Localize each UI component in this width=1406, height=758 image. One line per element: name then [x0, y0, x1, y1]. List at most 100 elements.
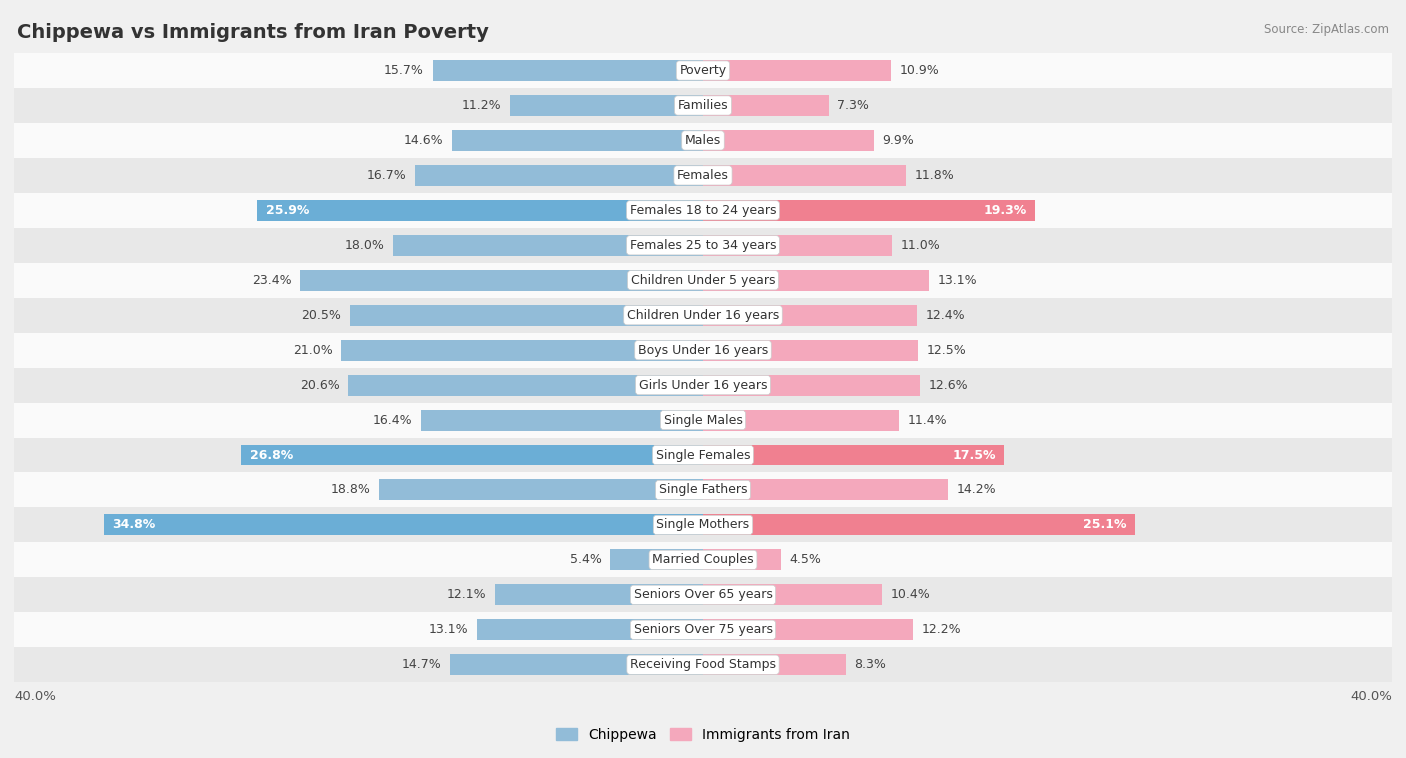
Bar — [350, 305, 703, 326]
Bar — [703, 270, 928, 291]
Text: 17.5%: 17.5% — [952, 449, 995, 462]
Bar — [14, 472, 1392, 507]
Bar — [14, 228, 1392, 263]
Text: 34.8%: 34.8% — [112, 518, 156, 531]
Text: 14.6%: 14.6% — [404, 134, 443, 147]
Bar — [14, 88, 1392, 123]
Bar — [703, 165, 907, 186]
Bar — [433, 60, 703, 81]
Bar — [703, 374, 920, 396]
Bar — [14, 298, 1392, 333]
Bar — [14, 53, 1392, 88]
Bar — [703, 480, 948, 500]
Text: Females 18 to 24 years: Females 18 to 24 years — [630, 204, 776, 217]
Text: 9.9%: 9.9% — [882, 134, 914, 147]
Text: Single Females: Single Females — [655, 449, 751, 462]
Bar — [242, 444, 703, 465]
Bar — [703, 444, 1004, 465]
Text: Married Couples: Married Couples — [652, 553, 754, 566]
Text: 20.6%: 20.6% — [299, 378, 340, 392]
Text: 15.7%: 15.7% — [384, 64, 425, 77]
Bar — [703, 305, 917, 326]
Text: 14.7%: 14.7% — [402, 658, 441, 672]
Bar — [703, 584, 882, 606]
Bar — [14, 263, 1392, 298]
Bar — [703, 550, 780, 570]
Text: 25.1%: 25.1% — [1083, 518, 1126, 531]
Text: 4.5%: 4.5% — [789, 553, 821, 566]
Text: 18.0%: 18.0% — [344, 239, 384, 252]
Bar — [342, 340, 703, 361]
Text: 16.4%: 16.4% — [373, 414, 412, 427]
Bar — [14, 193, 1392, 228]
Text: 11.4%: 11.4% — [908, 414, 948, 427]
Bar — [703, 95, 828, 116]
Bar — [14, 612, 1392, 647]
Bar — [14, 578, 1392, 612]
Bar — [703, 60, 891, 81]
Text: 20.5%: 20.5% — [301, 309, 342, 321]
Text: 5.4%: 5.4% — [569, 553, 602, 566]
Text: 16.7%: 16.7% — [367, 169, 406, 182]
Text: 21.0%: 21.0% — [292, 343, 333, 357]
Text: Males: Males — [685, 134, 721, 147]
Bar — [14, 158, 1392, 193]
Text: Seniors Over 65 years: Seniors Over 65 years — [634, 588, 772, 601]
Text: 19.3%: 19.3% — [984, 204, 1026, 217]
Bar — [104, 515, 703, 535]
Bar — [257, 200, 703, 221]
Bar — [14, 437, 1392, 472]
Bar — [14, 543, 1392, 578]
Bar — [349, 374, 703, 396]
Legend: Chippewa, Immigrants from Iran: Chippewa, Immigrants from Iran — [550, 722, 856, 747]
Text: 25.9%: 25.9% — [266, 204, 309, 217]
Text: 11.0%: 11.0% — [901, 239, 941, 252]
Text: 11.8%: 11.8% — [915, 169, 955, 182]
Text: 7.3%: 7.3% — [838, 99, 869, 112]
Bar — [299, 270, 703, 291]
Text: Poverty: Poverty — [679, 64, 727, 77]
Text: 12.4%: 12.4% — [925, 309, 965, 321]
Text: 12.1%: 12.1% — [446, 588, 486, 601]
Text: 40.0%: 40.0% — [1350, 690, 1392, 703]
Bar — [380, 480, 703, 500]
Text: 12.5%: 12.5% — [927, 343, 967, 357]
Bar — [14, 333, 1392, 368]
Bar — [703, 130, 873, 151]
Bar — [703, 235, 893, 255]
Text: 10.4%: 10.4% — [891, 588, 931, 601]
Bar — [14, 507, 1392, 543]
Bar — [450, 654, 703, 675]
Text: Chippewa vs Immigrants from Iran Poverty: Chippewa vs Immigrants from Iran Poverty — [17, 23, 489, 42]
Text: Seniors Over 75 years: Seniors Over 75 years — [634, 623, 772, 636]
Text: Females 25 to 34 years: Females 25 to 34 years — [630, 239, 776, 252]
Bar — [703, 409, 900, 431]
Text: Boys Under 16 years: Boys Under 16 years — [638, 343, 768, 357]
Bar — [14, 402, 1392, 437]
Bar — [392, 235, 703, 255]
Text: Girls Under 16 years: Girls Under 16 years — [638, 378, 768, 392]
Bar — [703, 619, 912, 641]
Bar — [415, 165, 703, 186]
Text: 18.8%: 18.8% — [330, 484, 371, 496]
Text: 26.8%: 26.8% — [250, 449, 294, 462]
Text: 14.2%: 14.2% — [956, 484, 995, 496]
Bar — [703, 654, 846, 675]
Bar — [420, 409, 703, 431]
Text: 10.9%: 10.9% — [900, 64, 939, 77]
Text: Children Under 16 years: Children Under 16 years — [627, 309, 779, 321]
Text: Single Mothers: Single Mothers — [657, 518, 749, 531]
Bar — [610, 550, 703, 570]
Bar — [451, 130, 703, 151]
Text: 8.3%: 8.3% — [855, 658, 886, 672]
Text: Families: Families — [678, 99, 728, 112]
Text: Females: Females — [678, 169, 728, 182]
Text: 13.1%: 13.1% — [938, 274, 977, 287]
Bar — [703, 340, 918, 361]
Bar — [14, 123, 1392, 158]
Text: Single Fathers: Single Fathers — [659, 484, 747, 496]
Bar — [703, 515, 1135, 535]
Text: Single Males: Single Males — [664, 414, 742, 427]
Text: 23.4%: 23.4% — [252, 274, 291, 287]
Text: 13.1%: 13.1% — [429, 623, 468, 636]
